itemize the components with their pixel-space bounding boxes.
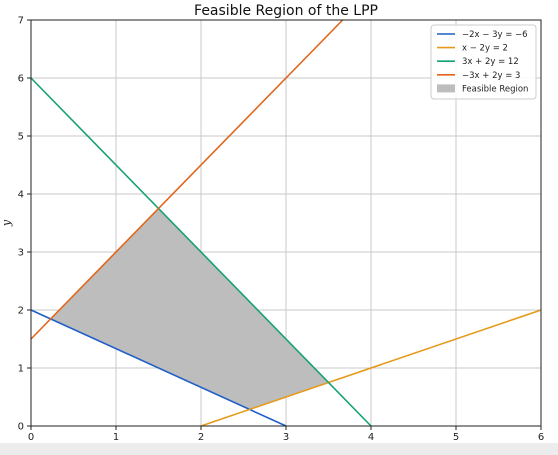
x-tick-label-3: 3 (283, 432, 289, 443)
y-tick-label-1: 1 (18, 364, 24, 375)
chart-title: Feasible Region of the LPP (194, 3, 378, 19)
x-tick-label-4: 4 (368, 432, 374, 443)
x-tick-label-0: 0 (28, 432, 34, 443)
tick-labels: 0 1 2 3 4 5 6 0 1 2 3 4 5 6 7 (18, 16, 545, 444)
legend: −2x − 3y = −6 x − 2y = 2 3x + 2y = 12 −3x +… (430, 24, 537, 100)
y-tick-label-0: 0 (18, 422, 24, 433)
series-lines (30, 19, 542, 427)
legend-box (430, 24, 537, 100)
legend-label-0: −2x − 3y = −6 (462, 30, 528, 40)
y-tick-label-2: 2 (18, 306, 24, 317)
series-line-2 (30, 77, 372, 427)
y-tick-label-4: 4 (18, 190, 24, 201)
y-tick-label-6: 6 (18, 74, 24, 85)
x-tick-label-1: 1 (113, 432, 119, 443)
legend-label-3: −3x + 2y = 3 (462, 71, 520, 81)
y-tick-label-5: 5 (18, 132, 24, 143)
y-axis-label: y (0, 219, 13, 227)
y-tick-label-7: 7 (18, 16, 24, 27)
series-line-0 (30, 309, 287, 427)
legend-swatch-region (437, 84, 455, 93)
y-tick-label-3: 3 (18, 248, 24, 259)
bottom-bar (0, 443, 558, 455)
legend-label-2: 3x + 2y = 12 (462, 57, 519, 67)
legend-label-region: Feasible Region (462, 84, 528, 94)
feasible-region (50, 208, 329, 410)
x-tick-label-5: 5 (453, 432, 459, 443)
feasible-region-layer (50, 208, 329, 410)
legend-label-1: x − 2y = 2 (462, 44, 508, 54)
x-tick-label-2: 2 (198, 432, 204, 443)
series-line-3 (30, 19, 344, 340)
x-tick-label-6: 6 (538, 432, 544, 443)
series-line-1 (200, 309, 542, 427)
